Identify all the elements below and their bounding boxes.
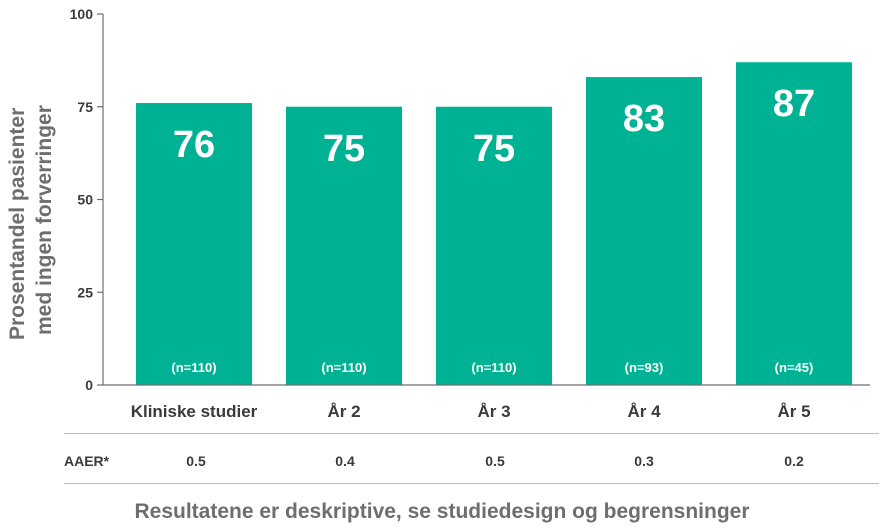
aaer-value: 0.5: [485, 453, 505, 469]
footnote: Resultatene er deskriptive, se studiedes…: [134, 500, 750, 523]
bar-n-label: (n=110): [171, 360, 216, 375]
y-tick-label: 25: [77, 284, 93, 300]
x-tick-label: År 5: [777, 402, 810, 421]
y-tick-label: 0: [85, 377, 93, 393]
bar: [136, 103, 252, 385]
bar: [286, 106, 402, 385]
x-tick-label: År 3: [477, 402, 510, 421]
x-tick-label: År 2: [327, 402, 360, 421]
bar-value-label: 87: [773, 83, 815, 125]
bar-n-label: (n=110): [321, 360, 366, 375]
aaer-value: 0.3: [634, 453, 654, 469]
bar: [736, 62, 852, 385]
bar-value-label: 75: [323, 128, 365, 170]
bar-value-label: 83: [623, 98, 665, 140]
y-tick-label: 75: [77, 99, 93, 115]
aaer-value: 0.4: [335, 453, 355, 469]
aaer-label: AAER*: [64, 453, 110, 469]
bar: [586, 77, 702, 385]
bar-n-label: (n=45): [775, 360, 814, 375]
bar-value-label: 76: [173, 124, 215, 166]
x-tick-label: Kliniske studier: [131, 402, 258, 421]
divider-bottom: [64, 483, 879, 484]
aaer-value: 0.5: [186, 453, 206, 469]
bar-n-label: (n=110): [471, 360, 516, 375]
divider-top: [64, 433, 879, 434]
y-tick-label: 50: [77, 192, 93, 208]
aaer-row: AAER* 0.5 0.4 0.5 0.3 0.2: [64, 450, 884, 474]
y-axis-title-line-1: Prosentandel pasienter: [6, 107, 29, 340]
bar-n-label: (n=93): [625, 360, 664, 375]
bar: [436, 106, 552, 385]
y-axis-title-line-2: med ingen forverringer: [33, 105, 56, 335]
y-tick-label: 100: [70, 6, 94, 22]
x-tick-label: År 4: [627, 402, 661, 421]
bar-value-label: 75: [473, 128, 515, 170]
y-axis-title: Prosentandel pasienter med ingen forverr…: [0, 0, 80, 440]
bar-chart: 0 25 50 75 100 76 (n=110) Kliniske studier 75 (n=…: [70, 6, 870, 421]
aaer-value: 0.2: [784, 453, 804, 469]
